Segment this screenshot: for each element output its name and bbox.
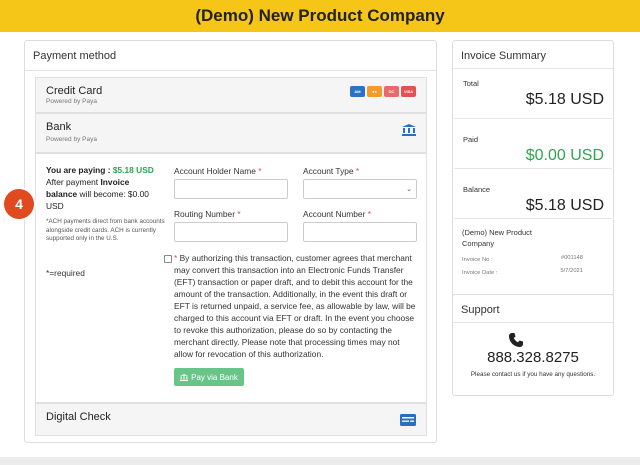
invoice-summary-heading: Invoice Summary: [453, 41, 613, 69]
bank-option[interactable]: Bank Powered by Paya: [35, 113, 427, 153]
paying-amount: $5.18 USD: [112, 165, 154, 175]
account-holder-label: Account Holder Name *: [174, 166, 262, 176]
account-type-select[interactable]: ⌄: [303, 179, 417, 199]
bank-icon: [402, 124, 416, 136]
credit-card-option[interactable]: Credit Card Powered by Paya AM ●● DC VIS…: [35, 77, 427, 113]
bank-title: Bank: [46, 121, 72, 133]
paid-label: Paid: [463, 135, 479, 144]
support-heading: Support: [453, 295, 613, 323]
total-label: Total: [463, 79, 479, 88]
invoice-word: Invoice: [100, 177, 130, 187]
routing-number-label: Routing Number *: [174, 209, 241, 219]
authorization-text: * By authorizing this transaction, custo…: [174, 253, 416, 359]
mastercard-icon: ●●: [367, 86, 382, 97]
account-number-label: Account Number *: [303, 209, 371, 219]
routing-number-input[interactable]: [174, 222, 288, 242]
required-note: *=required: [46, 268, 85, 278]
chevron-down-icon: ⌄: [406, 186, 412, 193]
digital-check-title: Digital Check: [46, 411, 111, 423]
bank-subtitle: Powered by Paya: [46, 136, 97, 143]
paid-row: Paid $0.00 USD: [454, 119, 612, 169]
support-help-text: Please contact us if you have any questi…: [470, 371, 596, 378]
check-card-icon: [400, 414, 416, 426]
balance-value: $5.18 USD: [525, 197, 604, 214]
account-number-input[interactable]: [303, 222, 417, 242]
page-footer-strip: [0, 457, 640, 465]
discover-icon: DC: [384, 86, 399, 97]
paid-value: $0.00 USD: [525, 147, 604, 164]
payment-method-heading: Payment method: [25, 41, 436, 71]
credit-card-title: Credit Card: [46, 85, 103, 97]
app-header: (Demo) New Product Company: [0, 0, 640, 32]
support-card: Support 888.328.8275 Please contact us i…: [452, 294, 614, 396]
pay-via-bank-label: Pay via Bank: [191, 372, 238, 382]
bank-icon: [180, 373, 189, 381]
payment-method-card: Payment method Credit Card Powered by Pa…: [24, 40, 437, 443]
after-payment-text: After payment: [46, 177, 99, 187]
total-row: Total $5.18 USD: [454, 69, 612, 119]
page-content: Payment method Credit Card Powered by Pa…: [0, 32, 640, 457]
authorization-checkbox[interactable]: [164, 255, 172, 263]
account-holder-input[interactable]: [174, 179, 288, 199]
digital-check-option[interactable]: Digital Check: [35, 403, 427, 436]
invoice-no-label: Invoice No :: [462, 257, 493, 263]
bank-form: You are paying : $5.18 USD After payment…: [35, 153, 427, 403]
paying-label: You are paying :: [46, 165, 111, 175]
credit-card-subtitle: Powered by Paya: [46, 98, 97, 105]
pay-via-bank-button[interactable]: Pay via Bank: [174, 368, 244, 386]
payment-summary-text: You are paying : $5.18 USD After payment…: [46, 164, 166, 212]
ach-note: *ACH payments direct from bank accounts …: [46, 218, 165, 242]
account-type-label: Account Type *: [303, 166, 360, 176]
invoice-company: (Demo) New Product Company: [462, 228, 533, 248]
invoice-no-value: #001148: [560, 255, 583, 261]
balance-word: balance: [46, 189, 78, 199]
total-value: $5.18 USD: [525, 91, 604, 108]
invoice-date-label: Invoice Date :: [462, 270, 498, 276]
company-title: (Demo) New Product Company: [195, 6, 445, 25]
step-badge: 4: [4, 189, 34, 219]
invoice-summary-card: Invoice Summary Total $5.18 USD Paid $0.…: [452, 40, 614, 308]
amex-icon: AM: [350, 86, 365, 97]
card-icons: AM ●● DC VISA: [350, 86, 416, 97]
balance-row: Balance $5.18 USD: [454, 169, 612, 219]
phone-icon: [509, 333, 523, 347]
support-phone: 888.328.8275: [487, 349, 579, 366]
visa-icon: VISA: [401, 86, 416, 97]
invoice-date-value: 5/7/2021: [560, 268, 583, 274]
will-become-text: will become: $0.00 USD: [46, 189, 149, 211]
balance-label: Balance: [463, 185, 491, 194]
